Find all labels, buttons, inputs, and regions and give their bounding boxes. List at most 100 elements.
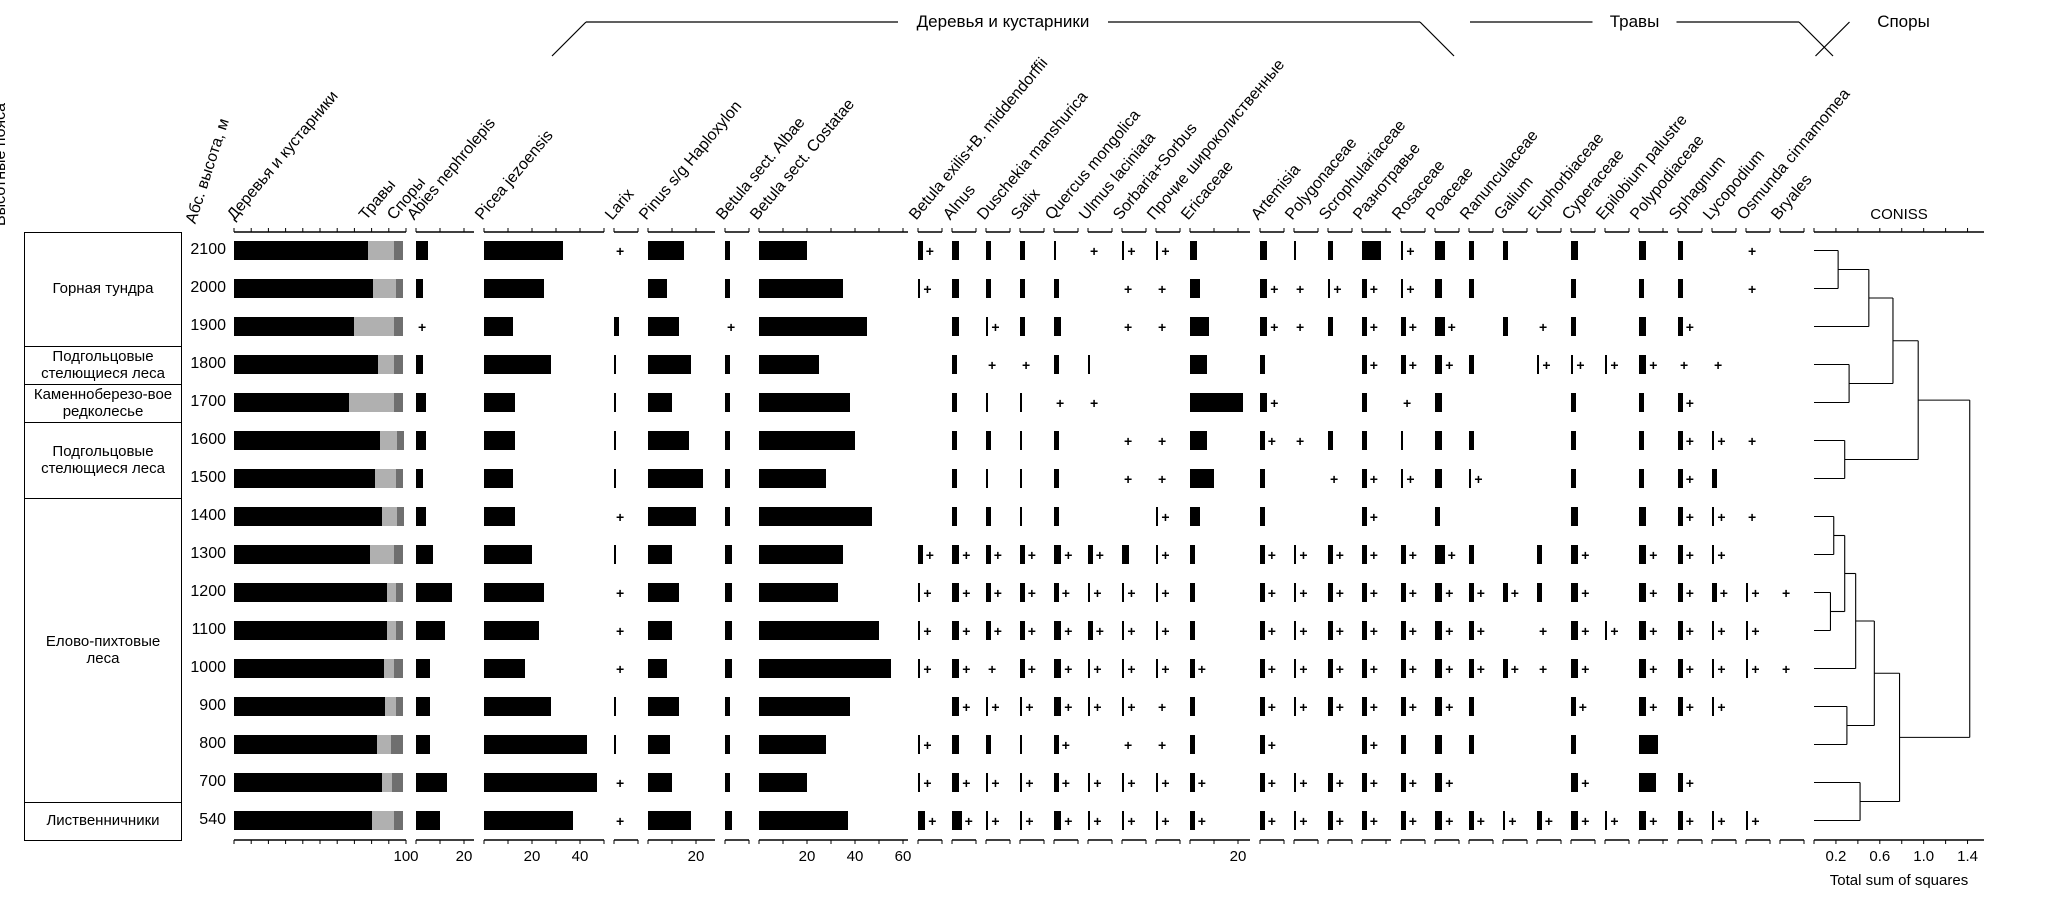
plus-mark: + bbox=[1685, 471, 1694, 487]
bar bbox=[416, 811, 440, 830]
bar bbox=[1328, 545, 1333, 564]
bar bbox=[952, 697, 960, 716]
plus-mark: + bbox=[1197, 775, 1206, 791]
bar bbox=[1639, 659, 1647, 678]
altitude-label: 700 bbox=[199, 773, 226, 790]
plus-mark: + bbox=[1369, 813, 1378, 829]
bar bbox=[1190, 393, 1243, 412]
plus-mark: + bbox=[1581, 585, 1590, 601]
plus-mark: + bbox=[1748, 433, 1757, 449]
bar bbox=[1156, 659, 1159, 678]
bar bbox=[1678, 469, 1683, 488]
bar bbox=[725, 811, 733, 830]
summary-bar-segment-2 bbox=[393, 811, 403, 830]
bar bbox=[1260, 355, 1265, 374]
bar bbox=[416, 507, 426, 526]
bar bbox=[759, 469, 827, 488]
bar bbox=[648, 317, 680, 336]
bar bbox=[1054, 241, 1057, 260]
plus-mark: + bbox=[1299, 775, 1308, 791]
bar bbox=[1469, 431, 1474, 450]
bar bbox=[1401, 735, 1406, 754]
plus-mark: + bbox=[1581, 661, 1590, 677]
bar bbox=[648, 431, 689, 450]
bar bbox=[1362, 241, 1382, 260]
bar bbox=[416, 241, 428, 260]
bar bbox=[725, 545, 733, 564]
bar bbox=[1639, 393, 1644, 412]
bar bbox=[1020, 507, 1023, 526]
plus-mark: + bbox=[962, 547, 971, 563]
bar bbox=[1260, 735, 1265, 754]
plus-mark: + bbox=[1267, 585, 1276, 601]
summary-bar-segment-0 bbox=[234, 773, 382, 792]
bar bbox=[1571, 811, 1579, 830]
bar bbox=[416, 697, 431, 716]
bar bbox=[1469, 583, 1474, 602]
bar bbox=[484, 431, 516, 450]
bar bbox=[1088, 697, 1091, 716]
bar bbox=[1190, 507, 1200, 526]
bar bbox=[952, 355, 957, 374]
bar bbox=[952, 621, 960, 640]
bar bbox=[648, 355, 692, 374]
bar bbox=[1503, 317, 1508, 336]
bar bbox=[1190, 583, 1195, 602]
bar bbox=[648, 583, 680, 602]
axis-tick-label: 20 bbox=[1229, 848, 1247, 865]
altitude-label: 540 bbox=[199, 811, 226, 828]
bar bbox=[1435, 545, 1445, 564]
bar bbox=[1260, 431, 1265, 450]
zone-box-4: Елово-пихтовые леса bbox=[24, 498, 182, 803]
bar bbox=[1503, 659, 1508, 678]
bar bbox=[952, 735, 960, 754]
axis-tick-label: 0.2 bbox=[1825, 848, 1847, 865]
summary-column-label: Деревья и кустарники bbox=[224, 87, 342, 224]
bar bbox=[1401, 545, 1406, 564]
summary-bar-segment-0 bbox=[234, 469, 376, 488]
bar bbox=[648, 773, 672, 792]
axis-tick-label: 20 bbox=[455, 848, 473, 865]
bar bbox=[1328, 659, 1333, 678]
plus-mark: + bbox=[1296, 319, 1305, 335]
bar bbox=[1122, 621, 1125, 640]
plus-mark: + bbox=[1127, 243, 1136, 259]
bar bbox=[614, 469, 617, 488]
bar bbox=[986, 545, 991, 564]
bar bbox=[1294, 773, 1297, 792]
plus-mark: + bbox=[1127, 813, 1136, 829]
plus-mark: + bbox=[1406, 243, 1415, 259]
plus-mark: + bbox=[1649, 585, 1658, 601]
plus-mark: + bbox=[1369, 281, 1378, 297]
bar bbox=[1020, 431, 1023, 450]
plus-mark: + bbox=[923, 775, 932, 791]
bar bbox=[1469, 355, 1474, 374]
bar bbox=[1678, 811, 1683, 830]
bar bbox=[614, 697, 617, 716]
bar bbox=[1469, 279, 1474, 298]
bar bbox=[759, 507, 872, 526]
plus-mark: + bbox=[1267, 699, 1276, 715]
plus-mark: + bbox=[1127, 775, 1136, 791]
bar bbox=[952, 469, 957, 488]
bar bbox=[1469, 735, 1474, 754]
bar bbox=[1156, 583, 1159, 602]
bar bbox=[918, 583, 921, 602]
plus-mark: + bbox=[1408, 699, 1417, 715]
bar bbox=[1190, 279, 1200, 298]
plus-mark: + bbox=[1335, 775, 1344, 791]
bar bbox=[986, 811, 989, 830]
plus-mark: + bbox=[1717, 661, 1726, 677]
bar bbox=[918, 811, 926, 830]
bar bbox=[1156, 507, 1159, 526]
bar bbox=[1435, 355, 1443, 374]
plus-mark: + bbox=[1406, 281, 1415, 297]
plus-mark: + bbox=[1197, 661, 1206, 677]
bar bbox=[759, 545, 843, 564]
plus-mark: + bbox=[1539, 661, 1548, 677]
bar bbox=[986, 697, 989, 716]
plus-mark: + bbox=[1056, 395, 1065, 411]
bar bbox=[1020, 545, 1025, 564]
bar bbox=[759, 583, 839, 602]
bar bbox=[952, 659, 960, 678]
